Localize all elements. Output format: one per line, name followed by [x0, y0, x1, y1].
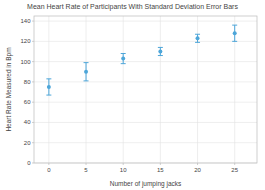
- y-tick-label: 100: [20, 59, 31, 65]
- grid-line-y: [34, 102, 257, 103]
- y-tick: [32, 81, 34, 82]
- y-tick-label: 140: [20, 18, 31, 24]
- grid-line-y: [34, 81, 257, 82]
- grid-line-y: [34, 21, 257, 22]
- point: [47, 85, 51, 89]
- error-bar-cap: [232, 41, 237, 42]
- grid: [34, 16, 257, 163]
- x-tick: [234, 163, 235, 165]
- y-tick: [32, 102, 34, 103]
- point: [158, 49, 162, 53]
- error-bar-cap: [84, 80, 89, 81]
- marks: [46, 25, 237, 95]
- error-bar-cap: [46, 95, 51, 96]
- y-tick-label: 120: [20, 38, 31, 44]
- x-tick-label: 10: [120, 167, 127, 173]
- x-tick: [160, 163, 161, 165]
- x-tick: [123, 163, 124, 165]
- error-bar-cap: [158, 55, 163, 56]
- error-bar: [232, 25, 237, 41]
- y-tick: [32, 142, 34, 143]
- error-bar-cap: [121, 63, 126, 64]
- y-tick: [32, 122, 34, 123]
- x-tick-label: 25: [231, 167, 238, 173]
- error-bar-cap: [84, 62, 89, 63]
- error-bar: [46, 79, 51, 95]
- error-bar-cap: [195, 34, 200, 35]
- x-tick: [86, 163, 87, 165]
- y-tick-label: 20: [24, 140, 31, 146]
- plot-frame: [34, 16, 257, 163]
- error-bar-cap: [195, 42, 200, 43]
- grid-line-y: [34, 41, 257, 42]
- grid-line-x: [86, 16, 87, 163]
- grid-line-x: [234, 16, 235, 163]
- y-tick: [32, 61, 34, 62]
- y-tick: [32, 21, 34, 22]
- x-tick: [48, 163, 49, 165]
- y-tick-label: 0: [27, 160, 31, 166]
- y-tick: [32, 163, 34, 164]
- x-tick-label: 20: [194, 167, 201, 173]
- x-tick-label: 5: [84, 167, 88, 173]
- x-tick: [197, 163, 198, 165]
- title: Mean Heart Rate of Participants With Sta…: [27, 3, 238, 11]
- x-axis-label: Number of jumping jacks: [110, 180, 182, 188]
- grid-line-x: [123, 16, 124, 163]
- x-tick-label: 0: [47, 167, 51, 173]
- grid-line-x: [48, 16, 49, 163]
- error-bar: [195, 34, 200, 42]
- grid-line-y: [34, 61, 257, 62]
- error-bar: [121, 54, 126, 64]
- ticks: 0 20 40 60 80 100 120 140 0 5 10 15 20 25: [20, 18, 238, 172]
- error-bar-cap: [121, 53, 126, 54]
- y-tick-label: 80: [24, 79, 31, 85]
- point: [196, 36, 200, 40]
- y-axis-label: Heart Rate Measured in Bpm: [5, 47, 13, 131]
- point: [84, 70, 88, 74]
- point: [233, 31, 237, 35]
- error-bar: [158, 47, 163, 55]
- error-bar: [84, 63, 89, 81]
- chart: 0 20 40 60 80 100 120 140 0 5 10 15 20 25 Mean Heart R…: [0, 0, 265, 190]
- x-tick-label: 15: [157, 167, 164, 173]
- y-tick-label: 40: [24, 119, 31, 125]
- y-tick-label: 60: [24, 99, 31, 105]
- error-bar-cap: [232, 25, 237, 26]
- point: [121, 57, 125, 61]
- grid-line-y: [34, 142, 257, 143]
- grid-line-x: [160, 16, 161, 163]
- grid-line-y: [34, 122, 257, 123]
- y-tick: [32, 41, 34, 42]
- error-bar-cap: [46, 78, 51, 79]
- error-bar-cap: [158, 47, 163, 48]
